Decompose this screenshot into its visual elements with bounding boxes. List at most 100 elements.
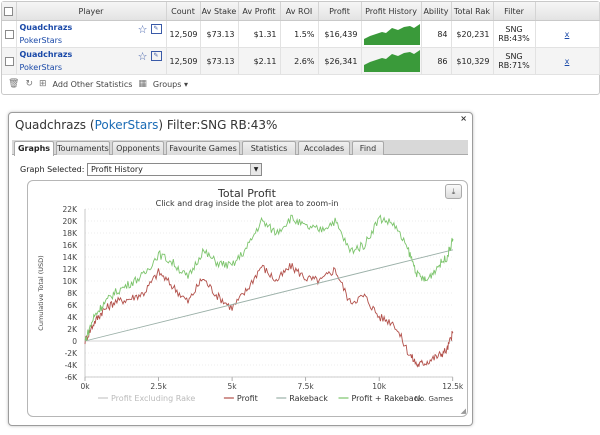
- header-av-profit[interactable]: Av Profit: [238, 2, 281, 21]
- legend-item: Rakeback: [289, 394, 328, 403]
- select-all-checkbox[interactable]: [4, 6, 14, 16]
- header-player[interactable]: Player: [16, 2, 167, 21]
- dialog-title-site-link[interactable]: PokerStars: [94, 118, 159, 132]
- y-tick-label: 8K: [67, 289, 78, 298]
- y-tick-label: 16K: [63, 241, 79, 250]
- y-tick-label: 14K: [63, 253, 79, 262]
- tab-tournaments[interactable]: Tournaments: [56, 141, 110, 155]
- header-profit[interactable]: Profit: [318, 2, 362, 21]
- chevron-down-icon[interactable]: ▼: [250, 164, 261, 175]
- x-tick-label: 0k: [80, 382, 90, 391]
- chart-title: Total Profit: [217, 187, 277, 200]
- y-tick-label: -2K: [65, 349, 78, 358]
- chart-container[interactable]: Total Profit Click and drag inside the pl…: [27, 180, 468, 417]
- header-av-roi[interactable]: Av ROI: [280, 2, 319, 21]
- x-tick-label: 5k: [228, 382, 238, 391]
- favourite-star-icon[interactable]: ☆: [137, 23, 148, 36]
- player-cell: Quadchrazs PokerStars ☆ ✎: [16, 20, 167, 48]
- filter-line1: SNG: [505, 25, 523, 34]
- tab-statistics[interactable]: Statistics: [242, 141, 296, 155]
- player-name-link[interactable]: Quadchrazs: [19, 50, 73, 59]
- notes-icon[interactable]: ✎: [150, 51, 162, 61]
- total-rake-cell: $20,231: [451, 20, 494, 48]
- player-dialog: Quadchrazs (PokerStars) Filter:SNG RB:43…: [8, 112, 473, 426]
- tab-opponents[interactable]: Opponents: [112, 141, 164, 155]
- stats-footer: 🗑 ↻ ⊞ Add Other Statistics ▦ Groups ▾: [2, 75, 599, 93]
- stats-table: Player Count Av Stake Av Profit Av ROI P…: [2, 2, 600, 75]
- y-tick-label: 2K: [67, 325, 78, 334]
- resize-grip-icon[interactable]: ◢: [460, 407, 466, 415]
- y-tick-label: 18K: [63, 229, 79, 238]
- favourite-star-icon[interactable]: ☆: [137, 50, 148, 63]
- y-tick-label: 0: [72, 337, 77, 346]
- header-select-all[interactable]: [2, 2, 17, 21]
- profit-history-cell: [361, 20, 422, 48]
- graph-select-dropdown[interactable]: Profit History ▼: [87, 163, 262, 176]
- stats-panel: Player Count Av Stake Av Profit Av ROI P…: [1, 1, 600, 95]
- header-profit-history[interactable]: Profit History: [361, 2, 422, 21]
- av-stake-cell: $73.13: [200, 20, 239, 48]
- y-tick-label: 12K: [63, 265, 79, 274]
- series-line-rakeback: [84, 249, 454, 342]
- notes-icon[interactable]: ✎: [150, 24, 162, 34]
- profit-history-cell: [361, 47, 422, 75]
- row-checkbox[interactable]: [5, 56, 14, 66]
- player-site-link[interactable]: PokerStars: [19, 36, 63, 45]
- groups-dropdown[interactable]: Groups ▾: [152, 79, 188, 89]
- tab-graphs[interactable]: Graphs: [14, 141, 54, 156]
- player-name-link[interactable]: Quadchrazs: [19, 23, 73, 32]
- remove-row-link[interactable]: x: [535, 47, 600, 75]
- add-column-icon[interactable]: ⊞: [38, 79, 47, 89]
- av-roi-cell: 1.5%: [280, 20, 319, 48]
- ability-cell: 84: [421, 20, 452, 48]
- dialog-title: Quadchrazs (PokerStars) Filter:SNG RB:43…: [15, 118, 277, 132]
- download-icon[interactable]: ⤓: [445, 184, 462, 199]
- close-icon[interactable]: ×: [460, 114, 467, 123]
- groups-icon[interactable]: ▦: [138, 79, 147, 89]
- player-site-link[interactable]: PokerStars: [19, 63, 63, 72]
- header-total-rake[interactable]: Total Rak: [451, 2, 494, 21]
- header-av-stake[interactable]: Av Stake: [200, 2, 239, 21]
- table-row: Quadchrazs PokerStars ☆ ✎ 12,509 $73.13 …: [2, 20, 600, 48]
- refresh-icon[interactable]: ↻: [25, 79, 33, 89]
- y-tick-label: 20K: [63, 217, 79, 226]
- total-rake-cell: $10,329: [451, 47, 494, 75]
- av-roi-cell: 2.6%: [280, 47, 319, 75]
- av-profit-cell: $2.11: [238, 47, 281, 75]
- count-cell: 12,509: [166, 20, 201, 48]
- header-count[interactable]: Count: [166, 2, 201, 21]
- table-header-row: Player Count Av Stake Av Profit Av ROI P…: [2, 2, 600, 21]
- series-line-profit-rakeback: [84, 214, 454, 341]
- filter-line2: RB:71%: [498, 61, 530, 70]
- tab-favourite-games[interactable]: Favourite Games: [166, 141, 240, 155]
- tab-strip: Graphs Tournaments Opponents Favourite G…: [12, 140, 468, 156]
- legend-item: Profit Excluding Rake: [111, 394, 195, 403]
- av-stake-cell: $73.13: [200, 47, 239, 75]
- dialog-title-prefix: Quadchrazs (: [15, 118, 95, 132]
- dialog-title-suffix: ) Filter:SNG RB:43%: [158, 118, 278, 132]
- remove-row-link[interactable]: x: [535, 20, 600, 48]
- header-actions: [535, 2, 600, 21]
- table-row: Quadchrazs PokerStars ☆ ✎ 12,509 $73.13 …: [2, 47, 600, 75]
- legend-item: Profit: [237, 394, 258, 403]
- delete-icon[interactable]: 🗑: [8, 79, 20, 89]
- count-cell: 12,509: [166, 47, 201, 75]
- tab-accolades[interactable]: Accolades: [298, 141, 350, 155]
- y-tick-label: -4K: [65, 361, 78, 370]
- x-tick-label: 10k: [372, 382, 387, 391]
- y-tick-label: 4K: [67, 313, 78, 322]
- header-ability[interactable]: Ability: [421, 2, 452, 21]
- filter-line2: RB:43%: [498, 34, 530, 43]
- profit-history-sparkline: [363, 24, 420, 45]
- x-tick-label: 2.5k: [150, 382, 167, 391]
- av-profit-cell: $1.31: [238, 20, 281, 48]
- filter-cell: SNG RB:43%: [493, 20, 536, 48]
- row-checkbox[interactable]: [5, 29, 14, 39]
- add-other-statistics-button[interactable]: Add Other Statistics: [52, 79, 133, 89]
- x-tick-label: 12.5k: [442, 382, 464, 391]
- player-cell: Quadchrazs PokerStars ☆ ✎: [16, 47, 167, 75]
- header-filter[interactable]: Filter: [493, 2, 536, 21]
- tab-find[interactable]: Find: [352, 141, 384, 155]
- graph-selected-label: Graph Selected:: [20, 165, 85, 174]
